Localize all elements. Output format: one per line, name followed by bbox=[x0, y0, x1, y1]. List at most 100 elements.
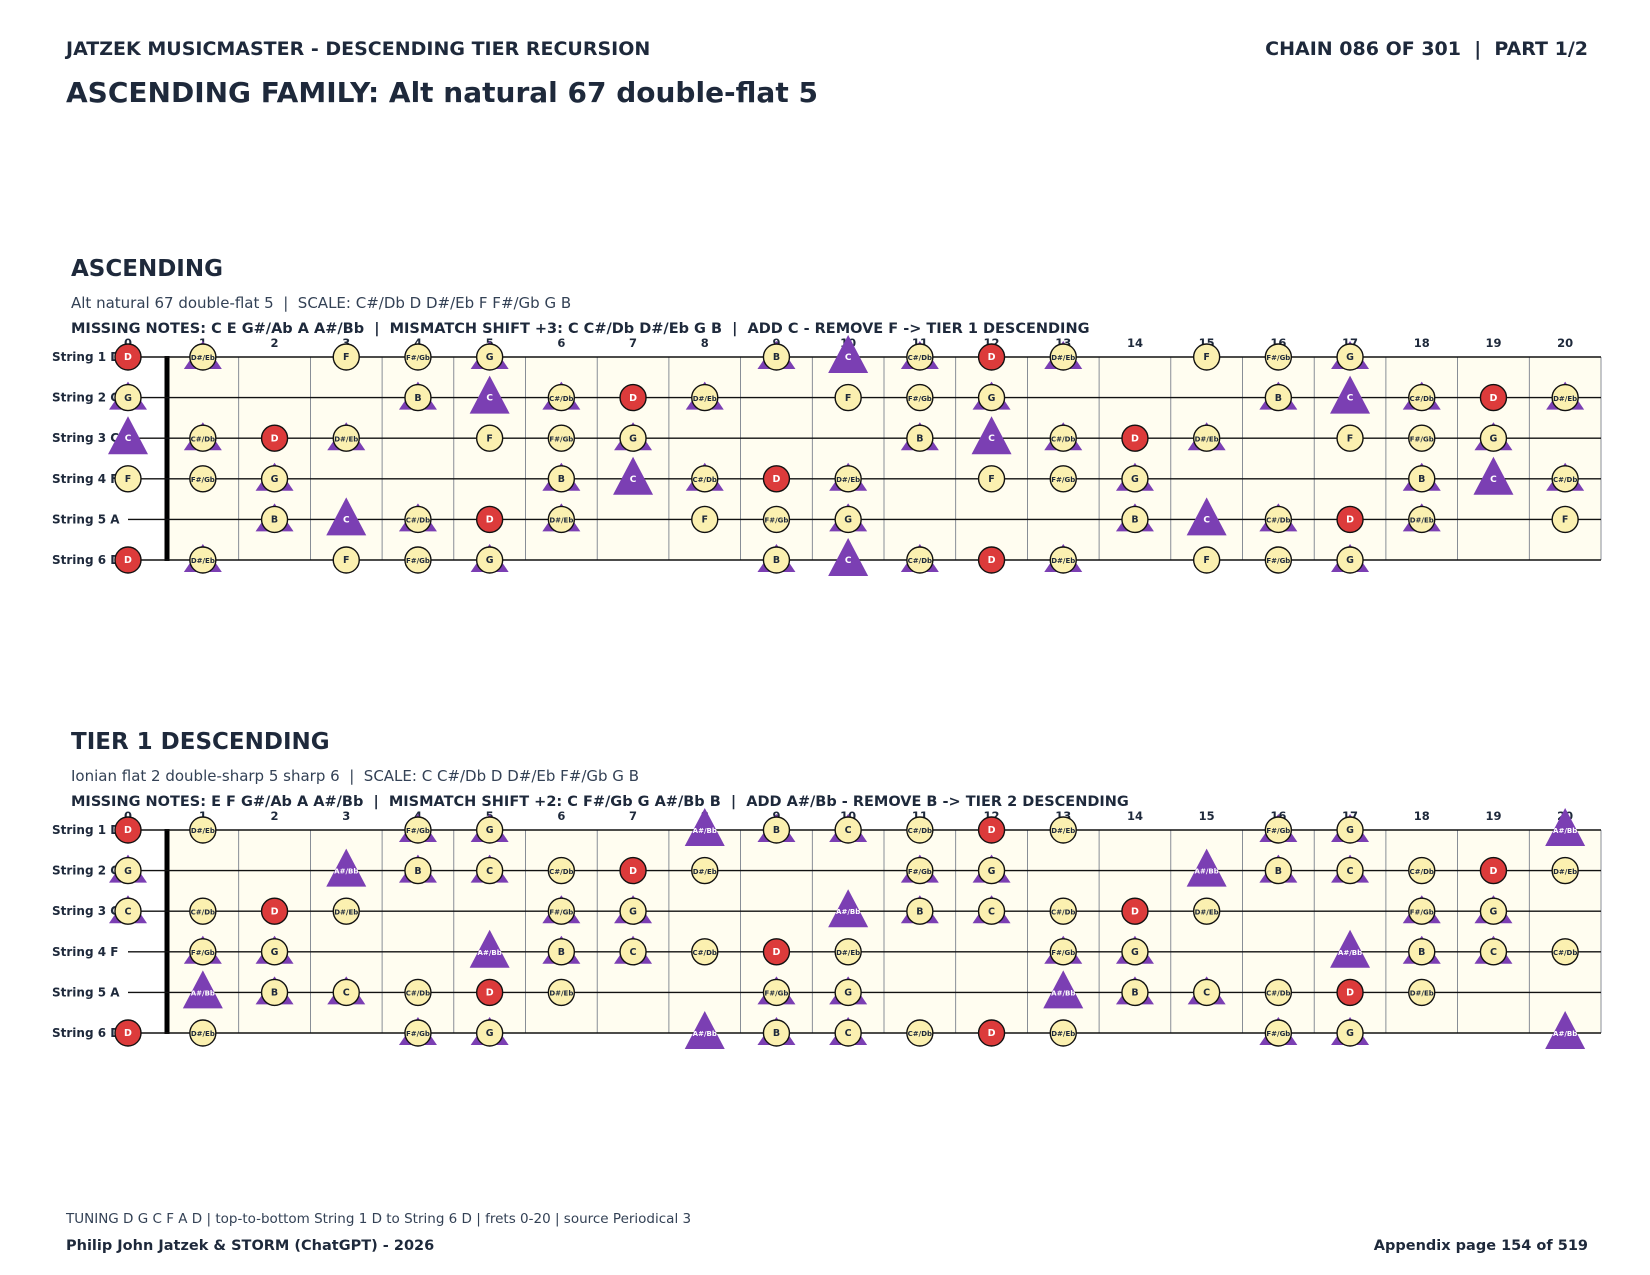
note-label: F bbox=[486, 433, 493, 444]
note-label: F bbox=[988, 474, 995, 485]
note-label: G bbox=[1131, 474, 1139, 485]
section-missing-notes: MISSING NOTES: C E G#/Ab A A#/Bb | MISMA… bbox=[71, 321, 1090, 337]
scale-note bbox=[1264, 546, 1293, 574]
section-missing-notes: MISSING NOTES: E F G#/Ab A A#/Bb | MISMA… bbox=[71, 794, 1129, 810]
scale-note bbox=[619, 938, 647, 966]
note-label: D#/Eb bbox=[334, 435, 358, 443]
note-label: D#/Eb bbox=[1051, 1030, 1075, 1038]
note-label: F#/Gb bbox=[764, 990, 788, 998]
fret-number: 7 bbox=[629, 809, 637, 823]
note-label: C#/Db bbox=[549, 868, 573, 876]
string-label: String 5 A bbox=[52, 512, 120, 526]
scale-note bbox=[906, 1019, 934, 1047]
note-label: F bbox=[343, 352, 350, 363]
scale-note bbox=[114, 383, 142, 412]
scale-note bbox=[1192, 897, 1221, 925]
note-label: C bbox=[343, 515, 350, 525]
scale-note bbox=[762, 343, 791, 371]
scale-note bbox=[114, 897, 142, 925]
note-label: D bbox=[773, 474, 781, 485]
string-label: String 2 G bbox=[52, 391, 120, 405]
scale-note bbox=[1192, 424, 1221, 452]
note-label: D bbox=[1131, 906, 1139, 917]
root-note bbox=[260, 897, 289, 925]
fret-number: 19 bbox=[1485, 336, 1501, 350]
note-label: C#/Db bbox=[1410, 868, 1434, 876]
scale-note bbox=[332, 897, 360, 925]
scale-note bbox=[1551, 383, 1579, 412]
scale-note bbox=[1049, 465, 1077, 493]
root-note bbox=[1479, 856, 1508, 885]
note-label: B bbox=[1275, 866, 1282, 877]
note-label: B bbox=[916, 906, 923, 917]
scale-note bbox=[834, 978, 862, 1007]
scale-note bbox=[189, 546, 217, 574]
note-label: C#/Db bbox=[908, 827, 932, 835]
scale-note bbox=[977, 897, 1006, 925]
scale-note bbox=[1336, 816, 1364, 844]
section-subtitle: Alt natural 67 double-flat 5 | SCALE: C#… bbox=[71, 294, 572, 312]
string-label: String 1 D bbox=[52, 823, 120, 837]
string-label: String 5 A bbox=[52, 985, 120, 999]
fret-number: 0 bbox=[124, 336, 132, 350]
root-note bbox=[475, 978, 504, 1007]
note-label: F#/Gb bbox=[191, 949, 215, 957]
fret-number: 20 bbox=[1557, 336, 1573, 350]
scale-note bbox=[1121, 465, 1149, 493]
scale-note bbox=[1408, 505, 1436, 534]
added-note-marker bbox=[1545, 1011, 1586, 1049]
note-label: C#/Db bbox=[191, 435, 215, 443]
fret-number: 18 bbox=[1414, 809, 1430, 823]
note-label: A#/Bb bbox=[693, 827, 717, 835]
scale-note bbox=[1049, 897, 1077, 925]
note-label: C bbox=[125, 434, 132, 444]
added-note-marker bbox=[108, 416, 148, 455]
note-label: G bbox=[486, 825, 494, 836]
added-note-marker bbox=[1330, 929, 1371, 968]
note-label: A#/Bb bbox=[1051, 989, 1075, 997]
section-title: ASCENDING bbox=[71, 256, 223, 282]
note-label: G bbox=[486, 555, 494, 566]
note-label: D#/Eb bbox=[1051, 827, 1075, 835]
note-label: C#/Db bbox=[1266, 517, 1290, 525]
fret-number: 6 bbox=[557, 809, 565, 823]
note-label: D bbox=[271, 906, 279, 917]
scale-note bbox=[1121, 978, 1149, 1007]
note-label: G bbox=[988, 866, 996, 877]
scale-note bbox=[189, 938, 217, 966]
note-label: D bbox=[486, 515, 494, 526]
note-label: D bbox=[124, 352, 132, 363]
scale-note bbox=[1192, 546, 1221, 574]
note-label: B bbox=[773, 352, 780, 363]
note-label: D bbox=[629, 866, 637, 877]
added-note-marker bbox=[828, 538, 869, 576]
note-label: C bbox=[1203, 515, 1210, 525]
root-note bbox=[619, 383, 647, 412]
note-label: B bbox=[271, 515, 278, 526]
fret-number: 14 bbox=[1127, 809, 1143, 823]
scale-note bbox=[1551, 505, 1579, 534]
added-note-marker bbox=[828, 889, 869, 928]
added-note-marker bbox=[326, 497, 367, 536]
note-label: D bbox=[1490, 866, 1498, 877]
note-label: F#/Gb bbox=[1410, 908, 1434, 916]
note-label: D bbox=[1490, 393, 1498, 404]
note-label: G bbox=[1346, 825, 1354, 836]
note-label: C bbox=[343, 988, 350, 999]
added-note-marker bbox=[1043, 970, 1084, 1009]
scale-note bbox=[762, 505, 791, 534]
note-label: C bbox=[845, 1028, 852, 1039]
scale-note bbox=[1121, 505, 1149, 534]
note-label: F#/Gb bbox=[1266, 1030, 1290, 1038]
note-label: A#/Bb bbox=[478, 949, 502, 957]
scale-note bbox=[260, 938, 289, 966]
scale-note bbox=[906, 343, 934, 371]
note-label: G bbox=[486, 1028, 494, 1039]
scale-note bbox=[332, 424, 360, 452]
note-label: C#/Db bbox=[693, 949, 717, 957]
note-label: D bbox=[629, 393, 637, 404]
note-label: D#/Eb bbox=[191, 827, 215, 835]
scale-note bbox=[404, 816, 432, 844]
string-label: String 3 C bbox=[52, 904, 119, 918]
scale-note bbox=[834, 1019, 862, 1047]
